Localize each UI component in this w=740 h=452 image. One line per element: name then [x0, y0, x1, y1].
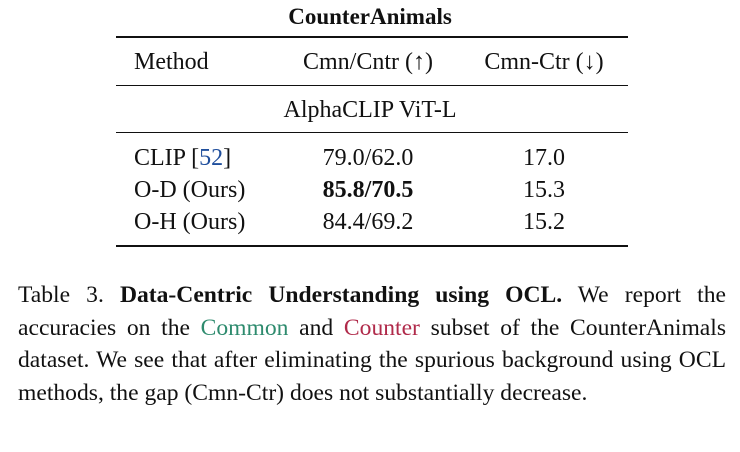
row-gap: 17.0 — [523, 145, 565, 171]
row-method: CLIP [52] — [134, 145, 232, 171]
row-method: O-D (Ours) — [134, 177, 246, 203]
table-row: O-D (Ours) 85.8/70.5 15.3 — [0, 175, 740, 205]
caption-text: and — [299, 314, 334, 341]
row-method: O-H (Ours) — [134, 209, 246, 235]
row-gap: 15.3 — [523, 177, 565, 203]
row-ratio: 84.4/69.2 — [322, 209, 414, 235]
header-row: Method Cmn/Cntr (↑) Cmn-Ctr (↓) — [0, 47, 740, 77]
section-label: AlphaCLIP ViT-L — [283, 97, 457, 123]
table-row: CLIP [52] 79.0/62.0 17.0 — [0, 143, 740, 173]
method-name: CLIP — [134, 145, 186, 171]
row-gap: 15.2 — [523, 209, 565, 235]
section-rule — [116, 132, 628, 133]
caption-text: We report the accuracies on the — [18, 282, 726, 341]
header-gap: Cmn-Ctr (↓) — [484, 49, 604, 75]
bottom-rule — [116, 245, 628, 247]
header-ratio: Cmn/Cntr (↑) — [303, 49, 433, 75]
caption-label: Table 3. — [18, 282, 104, 308]
top-rule — [116, 36, 628, 38]
common-subset-term: Common — [200, 314, 289, 341]
header-method: Method — [134, 49, 209, 75]
row-ratio: 79.0/62.0 — [322, 145, 414, 171]
header-rule — [116, 85, 628, 86]
reference-link[interactable]: 52 — [199, 145, 224, 171]
counter-subset-term: Counter — [343, 314, 420, 341]
table-title: CounterAnimals — [288, 4, 452, 29]
table-caption: Table 3. Data-Centric Understanding usin… — [18, 279, 726, 409]
caption-text: subset of the CounterAnimals dataset. We… — [18, 314, 727, 406]
caption-title: Data-Centric Understanding using OCL. — [119, 282, 563, 308]
row-ratio-best: 85.8/70.5 — [322, 177, 414, 203]
table-row: O-H (Ours) 84.4/69.2 15.2 — [0, 207, 740, 237]
